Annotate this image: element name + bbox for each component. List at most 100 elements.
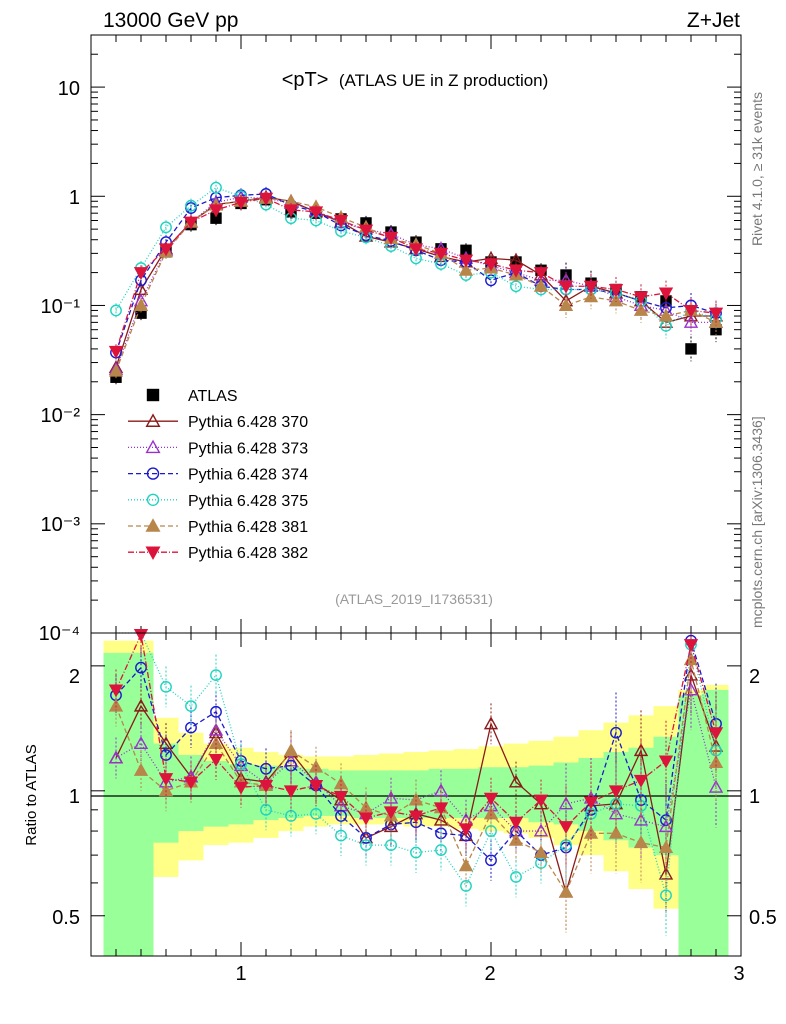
- legend-item-ATLAS: ATLAS: [146, 388, 238, 405]
- data-point: [108, 345, 124, 359]
- ratio-point: [335, 829, 347, 842]
- ratio-point: [135, 661, 147, 674]
- data-point: [208, 204, 224, 218]
- ratio-point: [510, 871, 522, 883]
- chart-title: <pT> (ATLAS UE in Z production): [282, 69, 549, 91]
- ratio-point: [483, 792, 499, 806]
- main-ytick-label-1e-4: 10⁻⁴: [39, 623, 80, 645]
- ratio-point: [610, 726, 622, 739]
- ratio-point: [133, 698, 149, 712]
- ratio-ytick-label-1-right: 1: [749, 786, 760, 808]
- data-point: [533, 267, 549, 281]
- legend-marker: [145, 439, 161, 454]
- legend-marker: [146, 493, 160, 506]
- ratio-point: [160, 680, 172, 693]
- data-point: [210, 181, 222, 194]
- ratio-series-layer: [108, 629, 724, 936]
- ratio-point: [158, 773, 174, 787]
- ratio-point: [133, 762, 149, 776]
- ratio-point: [658, 755, 674, 769]
- ratio-point: [383, 819, 399, 833]
- data-point: [233, 196, 249, 210]
- data-point: [433, 247, 449, 261]
- xtick-label-2: 2: [484, 963, 495, 985]
- data-point: [583, 289, 599, 303]
- ratio-point: [210, 705, 222, 718]
- ratio-point: [383, 790, 399, 804]
- band-inner: [203, 760, 229, 827]
- ratio-point: [108, 684, 124, 698]
- ratio-point: [660, 889, 672, 902]
- legend: ATLAS Pythia 6.428 370 Pythia 6.428 373 Pyt…: [128, 388, 308, 562]
- ratio-point: [235, 758, 247, 770]
- main-ytick-label-10: 10: [58, 78, 80, 100]
- ratio-point: [185, 700, 197, 712]
- legend-item-p373: Pythia 6.428 373: [128, 439, 308, 457]
- series-p370: [108, 189, 724, 375]
- data-point: [110, 304, 122, 317]
- ratio-point: [133, 736, 149, 750]
- ratio-panel: 2 1 0.5 2 1 0.5 Ratio to ATLAS 1 2 3: [23, 629, 777, 985]
- chart-title-main: <pT>: [282, 69, 329, 91]
- ratio-point: [458, 858, 474, 872]
- ratio-point: [533, 794, 549, 808]
- source-label: mcplots.cern.ch [arXiv:1306.3436]: [749, 416, 765, 628]
- rivet-label: Rivet 4.1.0, ≥ 31k events: [749, 92, 765, 246]
- ratio-point: [410, 846, 422, 859]
- data-point: [358, 224, 374, 238]
- main-panel: 10 1 10⁻¹ 10⁻² 10⁻³ 10⁻⁴ <pT> (ATLAS UE …: [39, 34, 742, 645]
- data-point: [708, 307, 724, 321]
- data-point: [158, 243, 174, 257]
- ratio-point: [633, 835, 649, 849]
- ratio-point: [108, 698, 124, 712]
- series-line-p381: [115, 197, 717, 372]
- chart-title-sub: (ATLAS UE in Z production): [339, 71, 548, 90]
- legend-marker: [145, 546, 161, 560]
- data-point: [108, 363, 124, 377]
- analysis-watermark: (ATLAS_2019_I1736531): [335, 591, 493, 607]
- data-point: [508, 264, 524, 278]
- process-label: Z+Jet: [687, 9, 740, 32]
- legend-item-p382: Pythia 6.428 382: [128, 545, 308, 562]
- ratio-point: [658, 866, 674, 880]
- legend-marker: [146, 467, 160, 480]
- legend-label: Pythia 6.428 375: [188, 493, 308, 510]
- data-point: [533, 278, 549, 292]
- ratio-ytick-label-0.5-right: 0.5: [749, 907, 777, 929]
- data-point: [408, 243, 424, 257]
- main-ytick-label-1e-3: 10⁻³: [41, 514, 81, 536]
- data-point: [683, 304, 699, 318]
- ratio-point: [583, 796, 599, 810]
- ratio-ylabel: Ratio to ATLAS: [23, 744, 40, 845]
- data-point: [458, 254, 474, 268]
- ratio-point: [260, 803, 272, 816]
- ratio-point: [633, 743, 649, 757]
- ratio-ytick-label-2: 2: [69, 666, 80, 688]
- ratio-ytick-label-0.5: 0.5: [52, 907, 80, 929]
- legend-marker: [145, 413, 161, 427]
- ratio-point: [408, 810, 424, 824]
- ratio-point: [633, 774, 649, 788]
- ratio-point: [658, 840, 674, 854]
- main-frame: [90, 34, 742, 634]
- ratio-axis-ticks: [91, 633, 741, 956]
- legend-item-p375: Pythia 6.428 375: [128, 493, 308, 510]
- ratio-point: [433, 802, 449, 816]
- data-point: [160, 221, 172, 234]
- legend-marker: [146, 388, 160, 402]
- legend-item-p374: Pythia 6.428 374: [128, 467, 308, 484]
- data-point: [483, 258, 499, 272]
- data-point: [633, 291, 649, 305]
- ratio-point: [333, 790, 349, 804]
- band-inner: [528, 765, 554, 823]
- ratio-point: [460, 880, 472, 892]
- data-point: [183, 216, 199, 230]
- ratio-ytick-label-1: 1: [69, 786, 80, 808]
- data-point: [583, 280, 599, 294]
- ratio-point: [683, 639, 699, 653]
- data-point: [258, 192, 274, 206]
- series-p373: [108, 189, 724, 377]
- xtick-label-3: 3: [733, 963, 744, 985]
- data-point: [683, 314, 699, 328]
